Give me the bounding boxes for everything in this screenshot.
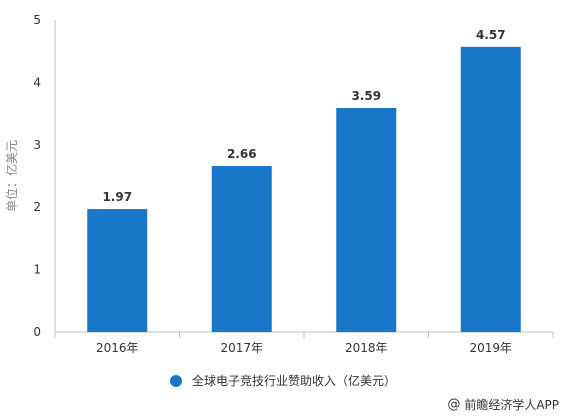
bar-2018年	[336, 107, 397, 332]
legend-label: 全球电子竞技行业赞助收入（亿美元）	[192, 374, 397, 388]
data-label: 4.57	[476, 28, 506, 42]
y-tick-label: 1	[33, 263, 41, 277]
data-label: 2.66	[227, 147, 257, 161]
at-icon: @	[447, 397, 461, 412]
x-tick-label: 2019年	[469, 341, 512, 355]
data-label: 1.97	[102, 190, 132, 204]
y-tick-label: 2	[33, 200, 41, 214]
y-tick-label: 5	[33, 13, 41, 27]
y-tick-label: 0	[33, 325, 41, 339]
footer-text: 前瞻经济学人APP	[464, 398, 559, 412]
bar-2019年	[460, 46, 521, 332]
y-axis-label: 单位：亿美元	[4, 140, 19, 212]
x-tick-label: 2017年	[220, 341, 263, 355]
footer-credit: @ 前瞻经济学人APP	[447, 396, 559, 413]
bar-2017年	[211, 166, 272, 332]
bar-2016年	[87, 209, 148, 332]
data-label: 3.59	[351, 89, 381, 103]
legend: 全球电子竞技行业赞助收入（亿美元）	[170, 372, 396, 389]
x-tick-label: 2016年	[96, 341, 139, 355]
y-tick-label: 3	[33, 138, 41, 152]
legend-marker	[170, 374, 182, 387]
x-tick-label: 2018年	[345, 341, 388, 355]
y-tick-label: 4	[33, 75, 41, 89]
